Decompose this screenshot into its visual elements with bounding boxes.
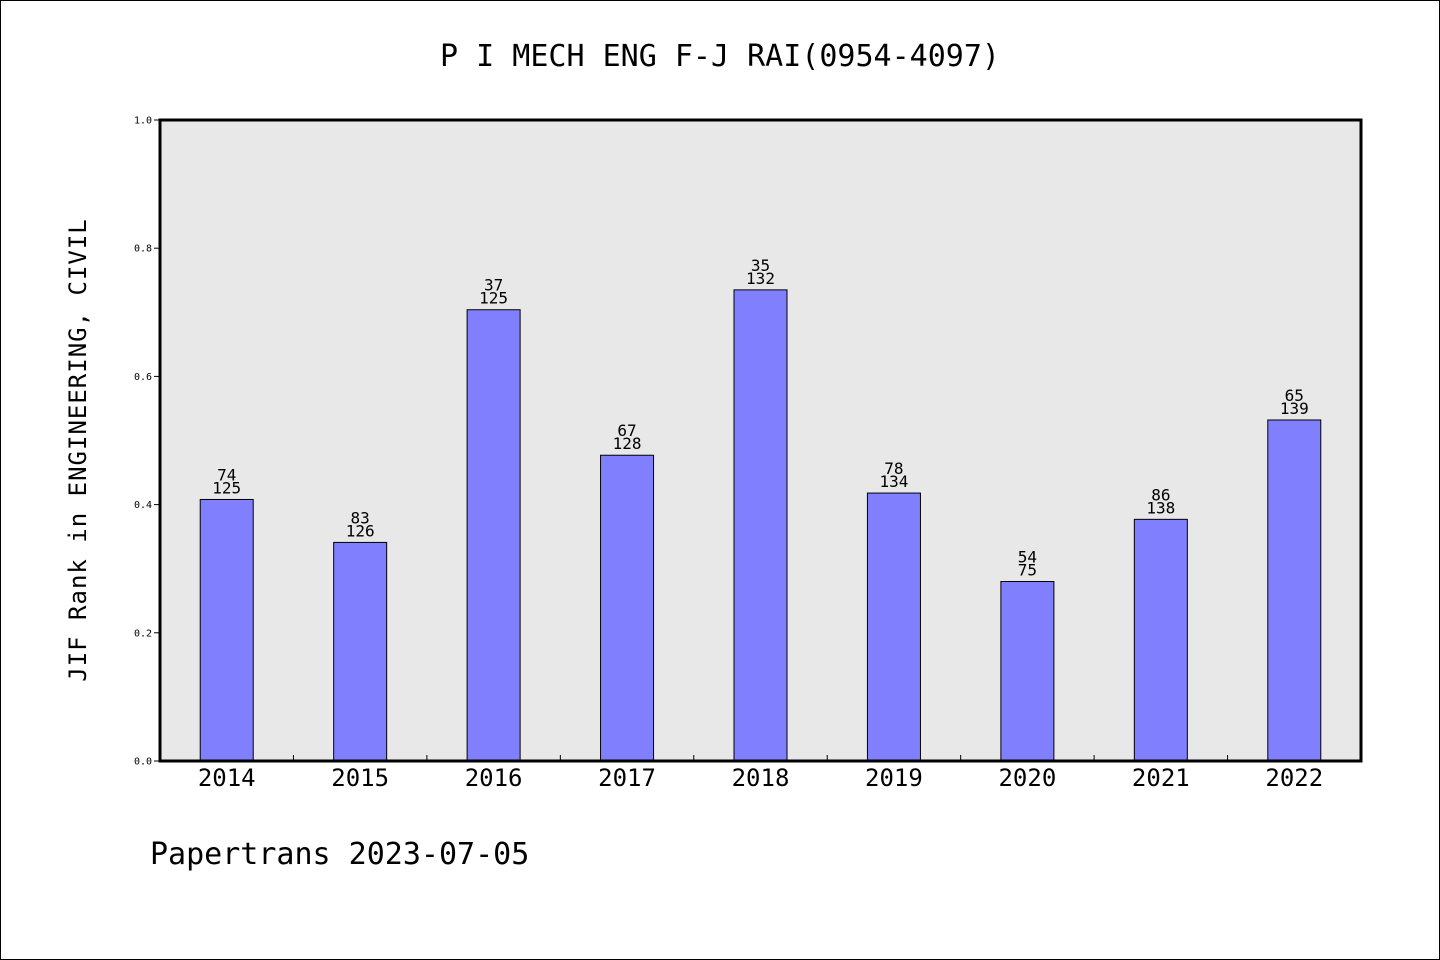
x-tick-label: 2014 bbox=[198, 764, 256, 792]
bar-total-label: 125 bbox=[479, 289, 508, 308]
bar-rank-label: 54 bbox=[1018, 548, 1037, 567]
bar-2014 bbox=[199, 498, 254, 762]
x-tick-label: 2016 bbox=[465, 764, 523, 792]
bar-rank-label: 35 bbox=[751, 256, 770, 275]
bar-2022 bbox=[1267, 419, 1322, 762]
bar-2016 bbox=[466, 309, 521, 762]
x-tick-label: 2020 bbox=[998, 764, 1056, 792]
y-tick-label: 1.0 bbox=[134, 116, 152, 127]
y-tick-label: 0.2 bbox=[134, 628, 152, 639]
y-tick-label: 0.0 bbox=[134, 757, 152, 768]
bar-2020 bbox=[1000, 581, 1055, 762]
bar-rank-label: 67 bbox=[617, 421, 636, 440]
bar-total-label: 125 bbox=[212, 478, 241, 497]
footer-credit: Papertrans 2023-07-05 bbox=[150, 837, 529, 872]
x-tick-label: 2021 bbox=[1132, 764, 1190, 792]
bar-2018 bbox=[733, 289, 788, 762]
bar-total-label: 138 bbox=[1146, 498, 1175, 517]
y-tick-label: 0.6 bbox=[134, 372, 152, 383]
bar-rank-label: 86 bbox=[1151, 485, 1170, 504]
y-axis: 0.0 0.2 0.4 0.6 0.8 1.0 bbox=[134, 116, 160, 768]
x-tick-label: 2019 bbox=[865, 764, 923, 792]
bar-rank-label: 74 bbox=[217, 465, 236, 484]
chart-title: P I MECH ENG F-J RAI(0954-4097) bbox=[440, 39, 1000, 74]
bar-total-label: 132 bbox=[746, 269, 775, 288]
plot-border bbox=[158, 118, 1363, 763]
x-tick-label: 2022 bbox=[1265, 764, 1323, 792]
bar-rank-label: 37 bbox=[484, 276, 503, 295]
bar-2019 bbox=[866, 492, 921, 762]
bar-total-label: 139 bbox=[1280, 399, 1309, 418]
x-axis: 2014 2015 2016 2017 2018 2019 2020 2021 2022 bbox=[198, 755, 1323, 792]
y-tick-label: 0.4 bbox=[134, 500, 152, 511]
bar-total-label: 75 bbox=[1018, 561, 1037, 580]
bar-series: 7412583126371256712835132781345475861386… bbox=[199, 256, 1322, 762]
bar-2021 bbox=[1133, 518, 1188, 762]
x-tick-label: 2017 bbox=[598, 764, 656, 792]
bar-rank-label: 83 bbox=[351, 508, 370, 527]
bar-total-label: 134 bbox=[879, 472, 908, 491]
y-axis-label: JIF Rank in ENGINEERING, CIVIL bbox=[64, 218, 92, 681]
bar-total-label: 126 bbox=[346, 521, 375, 540]
bar-rank-label: 65 bbox=[1285, 386, 1304, 405]
bar-rank-label: 78 bbox=[884, 459, 903, 478]
x-tick-label: 2018 bbox=[732, 764, 790, 792]
y-tick-label: 0.8 bbox=[134, 244, 152, 255]
bar-2017 bbox=[600, 454, 655, 762]
bar-2015 bbox=[333, 541, 388, 762]
x-tick-label: 2015 bbox=[331, 764, 389, 792]
bar-total-label: 128 bbox=[613, 434, 642, 453]
